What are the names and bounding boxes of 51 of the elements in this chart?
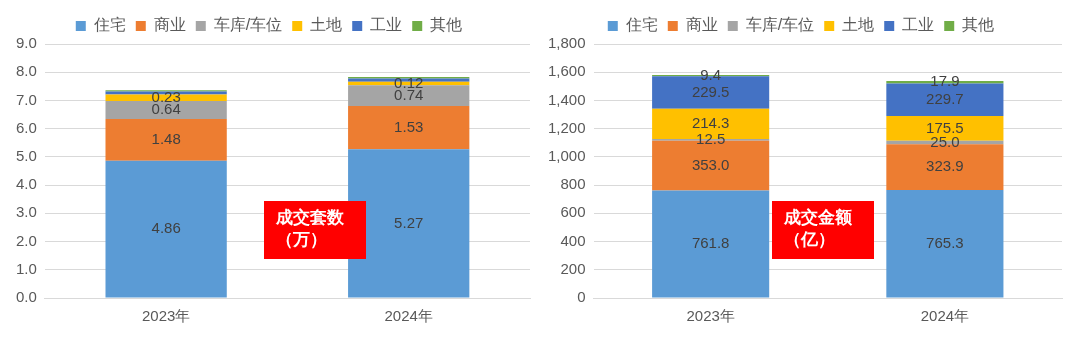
- legend-label: 土地: [310, 16, 343, 34]
- data-label: 4.86: [151, 219, 181, 237]
- legend-label: 其他: [962, 16, 995, 34]
- x-tick-label: 2023年: [686, 307, 735, 325]
- y-tick-label: 1,200: [547, 118, 586, 136]
- y-tick-label: 7.0: [15, 90, 37, 108]
- data-label: 1.53: [394, 117, 424, 135]
- y-tick-label: 3.0: [15, 203, 37, 221]
- data-label: 353.0: [691, 155, 730, 173]
- legend-label: 住宅: [92, 16, 126, 34]
- legend-label: 住宅: [624, 16, 658, 34]
- y-tick-label: 600: [560, 203, 586, 221]
- data-label: 761.8: [691, 234, 730, 252]
- y-tick-label: 200: [560, 259, 586, 277]
- y-tick-label: 9.0: [15, 34, 37, 52]
- legend-label: 其他: [430, 16, 463, 34]
- legend-label: 工业: [370, 16, 403, 34]
- x-tick-label: 2024年: [384, 307, 433, 325]
- data-label: 214.3: [691, 113, 730, 131]
- annotation: 成交金额（亿）: [772, 201, 874, 259]
- data-label: 17.9: [930, 72, 960, 90]
- data-label: 765.3: [926, 233, 964, 251]
- y-tick-label: 1,800: [547, 34, 586, 52]
- data-label: 229.7: [926, 89, 964, 107]
- legend-label: 车库/车位: [213, 16, 283, 34]
- x-tick-label: 2024年: [920, 307, 970, 325]
- y-tick-label: 4.0: [15, 175, 37, 193]
- y-tick-label: 5.0: [15, 147, 37, 165]
- data-label: 1.48: [151, 130, 181, 148]
- legend-label: 车库/车位: [745, 16, 815, 34]
- legend-label: 土地: [842, 16, 875, 34]
- legend-label: 工业: [902, 16, 935, 34]
- legend-label: 商业: [685, 16, 718, 34]
- legend-label: 商业: [153, 16, 186, 34]
- data-label: 323.9: [926, 157, 964, 175]
- y-tick-label: 400: [560, 231, 586, 249]
- x-tick-label: 2023年: [141, 307, 191, 325]
- y-tick-label: 1,000: [547, 147, 586, 165]
- y-tick-label: 8.0: [15, 62, 37, 80]
- y-tick-label: 0.0: [15, 288, 37, 306]
- y-tick-label: 800: [560, 175, 586, 193]
- annotation: 成交套数（万）: [264, 201, 366, 259]
- data-label: 229.5: [691, 82, 730, 100]
- y-tick-label: 0: [577, 288, 586, 306]
- y-tick-label: 1,600: [547, 62, 586, 80]
- data-label: 9.4: [700, 65, 722, 83]
- y-tick-label: 1,400: [547, 90, 586, 108]
- data-label: 5.27: [394, 213, 424, 231]
- y-tick-label: 6.0: [15, 118, 37, 136]
- y-tick-label: 2.0: [15, 231, 37, 249]
- y-tick-label: 1.0: [15, 259, 37, 277]
